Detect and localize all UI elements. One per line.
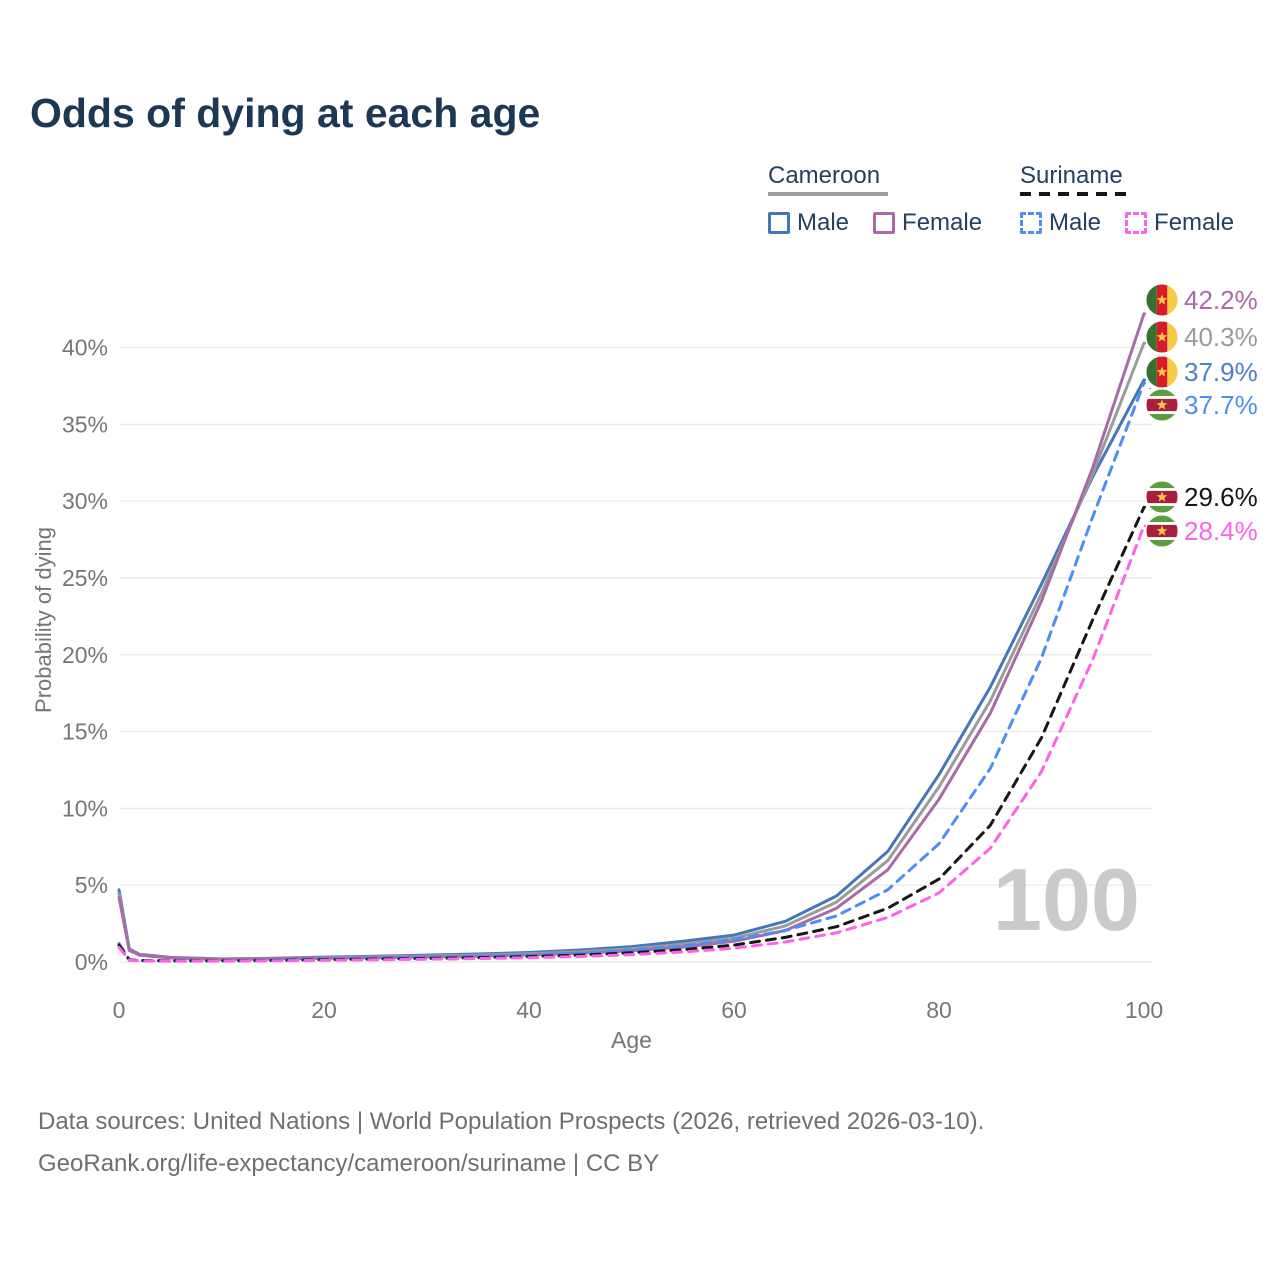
x-tick-label: 60 [721, 997, 747, 1023]
series-line-cameroon-male[interactable] [117, 378, 1146, 961]
legend-item-cameroon-male[interactable]: Male [768, 209, 849, 237]
cameroon-male-swatch-icon [768, 212, 790, 234]
x-tick-label: 80 [926, 997, 952, 1023]
watermark-age-100: 100 [993, 850, 1140, 949]
suriname-female-swatch-icon [1125, 212, 1148, 234]
legend-item-label: Female [902, 209, 983, 236]
y-tick-label: 25% [62, 565, 108, 591]
y-tick-label: 40% [62, 335, 108, 361]
page-title: Odds of dying at each age [30, 90, 541, 136]
legend-cameroon-title[interactable]: Cameroon [768, 162, 881, 189]
cameroon-solid-line-sample [768, 192, 888, 196]
legend-item-cameroon-female[interactable]: Female [873, 209, 982, 237]
end-label-value: 37.9% [1184, 356, 1258, 387]
x-axis-title: Age [611, 1027, 652, 1053]
cameroon-female-swatch-icon [873, 212, 896, 234]
suriname-dashed-line-sample [1020, 192, 1132, 196]
end-label-value: 29.6% [1184, 481, 1258, 512]
series-line-cameroon-female[interactable] [117, 312, 1146, 961]
legend-item-label: Female [1154, 209, 1235, 236]
end-label-suriname[interactable]: 29.6% [1134, 469, 1258, 525]
legend-item-label: Male [797, 209, 850, 236]
end-label-suriname-male[interactable]: 37.7% [1134, 377, 1258, 433]
legend-item-suriname-female[interactable]: Female [1125, 209, 1234, 237]
end-label-value: 28.4% [1184, 515, 1258, 546]
series-line-suriname-female[interactable] [117, 524, 1146, 963]
legend-item-label: Male [1049, 209, 1102, 236]
end-label-value: 37.7% [1184, 389, 1258, 420]
cameroon-flag-icon [1134, 272, 1190, 328]
series-line-suriname[interactable] [117, 505, 1146, 963]
end-label-cameroon-male[interactable]: 37.9% [1134, 344, 1258, 400]
end-label-value: 40.3% [1184, 321, 1258, 352]
series-line-cameroon[interactable] [117, 341, 1146, 961]
legend-group-suriname: Suriname Male Female [1020, 163, 1248, 237]
y-tick-label: 35% [62, 411, 108, 437]
suriname-flag-icon [1134, 377, 1190, 433]
y-tick-label: 5% [75, 872, 108, 898]
y-tick-label: 10% [62, 795, 108, 821]
attribution-link-text: GeoRank.org/life-expectancy/cameroon/sur… [38, 1150, 660, 1177]
suriname-flag-icon [1134, 503, 1190, 559]
y-tick-label: 20% [62, 642, 108, 668]
end-label-value: 42.2% [1184, 284, 1258, 315]
data-sources-text: Data sources: United Nations | World Pop… [38, 1108, 985, 1135]
legend-item-suriname-male[interactable]: Male [1020, 209, 1101, 237]
x-tick-label: 0 [113, 997, 126, 1023]
cameroon-flag-icon [1134, 309, 1190, 365]
suriname-male-swatch-icon [1020, 212, 1042, 234]
end-label-cameroon-female[interactable]: 42.2% [1134, 272, 1258, 328]
legend-suriname-title[interactable]: Suriname [1020, 162, 1123, 189]
y-tick-label: 30% [62, 488, 108, 514]
end-label-cameroon[interactable]: 40.3% [1134, 309, 1258, 365]
cameroon-flag-icon [1134, 344, 1190, 400]
suriname-flag-icon [1134, 469, 1190, 525]
legend-group-cameroon: Cameroon Male Female [768, 163, 996, 237]
series-line-suriname-male[interactable] [117, 381, 1146, 963]
y-tick-label: 0% [75, 949, 108, 975]
x-tick-label: 40 [516, 997, 542, 1023]
y-tick-label: 15% [62, 719, 108, 745]
y-axis-title: Probability of dying [31, 527, 56, 713]
end-label-suriname-female[interactable]: 28.4% [1134, 503, 1258, 559]
x-tick-label: 20 [311, 997, 337, 1023]
x-tick-label: 100 [1125, 997, 1163, 1023]
